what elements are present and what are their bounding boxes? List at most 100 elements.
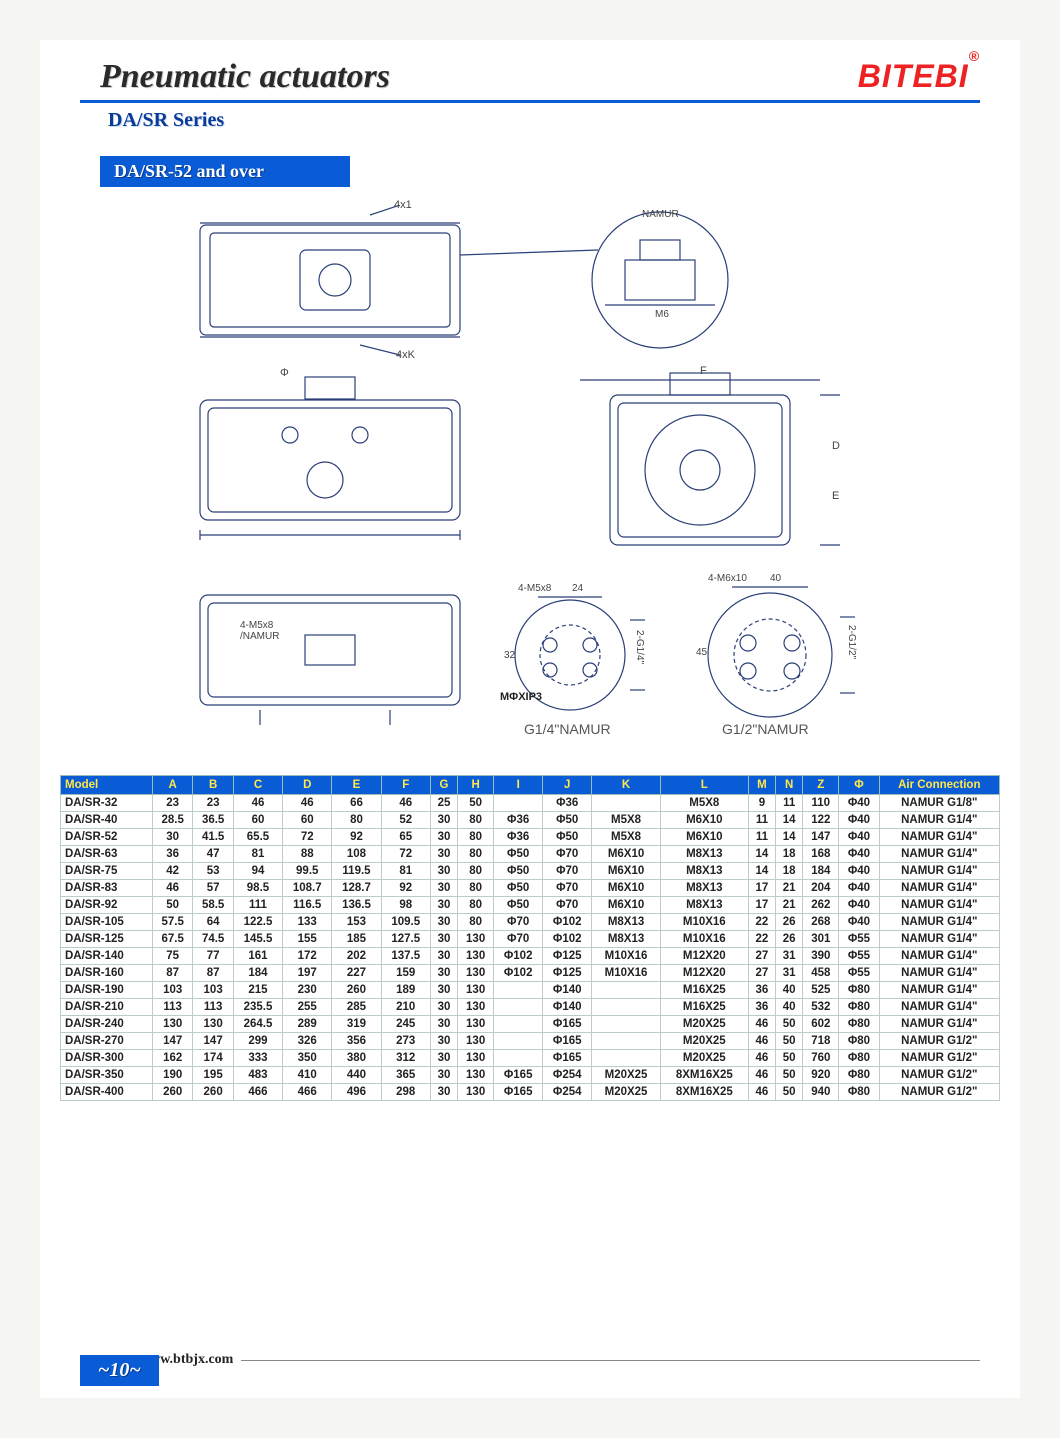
cell: 326 xyxy=(283,1033,332,1050)
cell: 466 xyxy=(283,1084,332,1101)
cell: 299 xyxy=(233,1033,282,1050)
cell xyxy=(494,1050,543,1067)
cell: 172 xyxy=(283,948,332,965)
dim-namur: NAMUR xyxy=(642,209,679,220)
cell: 30 xyxy=(430,931,457,948)
table-row: DA/SR-12567.574.5145.5155185127.530130Φ7… xyxy=(61,931,1000,948)
cell: NAMUR G1/4" xyxy=(879,863,999,880)
cell: 36.5 xyxy=(193,812,233,829)
cell: Φ55 xyxy=(839,965,879,982)
cell: 110 xyxy=(803,795,839,812)
cell-model: DA/SR-92 xyxy=(61,897,153,914)
cell: 264.5 xyxy=(233,1016,282,1033)
cell: 60 xyxy=(283,812,332,829)
cell: Φ125 xyxy=(543,965,592,982)
page-number: ~10~ xyxy=(80,1355,159,1386)
cell xyxy=(592,982,661,999)
cell: Φ80 xyxy=(839,1050,879,1067)
cell: M8X13 xyxy=(592,914,661,931)
cell: 50 xyxy=(776,1050,803,1067)
cell: Φ40 xyxy=(839,812,879,829)
cell: Φ165 xyxy=(494,1084,543,1101)
cell: 50 xyxy=(152,897,192,914)
cell: Φ254 xyxy=(543,1067,592,1084)
cell: Φ80 xyxy=(839,999,879,1016)
cell: 26 xyxy=(776,914,803,931)
cell: Φ165 xyxy=(543,1016,592,1033)
cell: 17 xyxy=(748,880,775,897)
spec-col-k: K xyxy=(592,776,661,795)
table-row: DA/SR-19010310321523026018930130Φ140M16X… xyxy=(61,982,1000,999)
cell xyxy=(592,1050,661,1067)
cell: 153 xyxy=(332,914,381,931)
cell: 496 xyxy=(332,1084,381,1101)
cell: 145.5 xyxy=(233,931,282,948)
cell: 47 xyxy=(193,846,233,863)
cell: 184 xyxy=(803,863,839,880)
table-row: DA/SR-7542539499.5119.5813080Φ50Φ70M6X10… xyxy=(61,863,1000,880)
cell: 227 xyxy=(332,965,381,982)
cell: 80 xyxy=(458,897,494,914)
series-label: DA/SR Series xyxy=(108,109,1020,132)
cell: 23 xyxy=(193,795,233,812)
cell: 46 xyxy=(748,1016,775,1033)
cell: M20X25 xyxy=(592,1067,661,1084)
cell: M8X13 xyxy=(660,863,748,880)
cell: 30 xyxy=(430,948,457,965)
cell: 50 xyxy=(776,1084,803,1101)
cell: NAMUR G1/2" xyxy=(879,1084,999,1101)
cell: 184 xyxy=(233,965,282,982)
brand-logo: BITEBI® xyxy=(858,58,980,95)
cell: 108 xyxy=(332,846,381,863)
cell xyxy=(592,999,661,1016)
cell: Φ70 xyxy=(494,914,543,931)
cell: 50 xyxy=(458,795,494,812)
cell: 31 xyxy=(776,965,803,982)
cell: 235.5 xyxy=(233,999,282,1016)
cell: M16X25 xyxy=(660,982,748,999)
cell: 99.5 xyxy=(283,863,332,880)
cell: M5X8 xyxy=(660,795,748,812)
cell: 137.5 xyxy=(381,948,430,965)
spec-col-h: H xyxy=(458,776,494,795)
cell: Φ36 xyxy=(543,795,592,812)
cell xyxy=(592,795,661,812)
cell: 14 xyxy=(748,863,775,880)
cell: Φ254 xyxy=(543,1084,592,1101)
cell: 65.5 xyxy=(233,829,282,846)
cell: 25 xyxy=(430,795,457,812)
cell: Φ140 xyxy=(543,999,592,1016)
cell: 210 xyxy=(381,999,430,1016)
cell: 87 xyxy=(152,965,192,982)
cell: 22 xyxy=(748,914,775,931)
cell: Φ80 xyxy=(839,1033,879,1050)
table-row: DA/SR-6336478188108723080Φ50Φ70M6X10M8X1… xyxy=(61,846,1000,863)
cell: Φ80 xyxy=(839,1016,879,1033)
cell: M12X20 xyxy=(660,965,748,982)
spec-col-air-connection: Air Connection xyxy=(879,776,999,795)
cell: M6X10 xyxy=(660,812,748,829)
cell: 333 xyxy=(233,1050,282,1067)
dim-flange1-32: 32 xyxy=(504,650,515,661)
cell: 260 xyxy=(193,1084,233,1101)
cell: 46 xyxy=(233,795,282,812)
cell: 108.7 xyxy=(283,880,332,897)
cell: 113 xyxy=(152,999,192,1016)
dim-modp: MΦXIP3 xyxy=(500,691,542,703)
cell: M6X10 xyxy=(592,846,661,863)
dim-flange2-45: 45 xyxy=(696,647,707,658)
cell: 11 xyxy=(748,829,775,846)
dim-4xK: 4xK xyxy=(396,349,415,361)
cell: 147 xyxy=(803,829,839,846)
cell: M20X25 xyxy=(660,1016,748,1033)
cell: NAMUR G1/4" xyxy=(879,965,999,982)
cell: M8X13 xyxy=(660,897,748,914)
cell: 77 xyxy=(193,948,233,965)
cell: Φ50 xyxy=(494,897,543,914)
cell: 46 xyxy=(748,1050,775,1067)
cell: 11 xyxy=(748,812,775,829)
cell: 80 xyxy=(458,846,494,863)
cell: 98.5 xyxy=(233,880,282,897)
cell: 410 xyxy=(283,1067,332,1084)
cell: 8XM16X25 xyxy=(660,1067,748,1084)
